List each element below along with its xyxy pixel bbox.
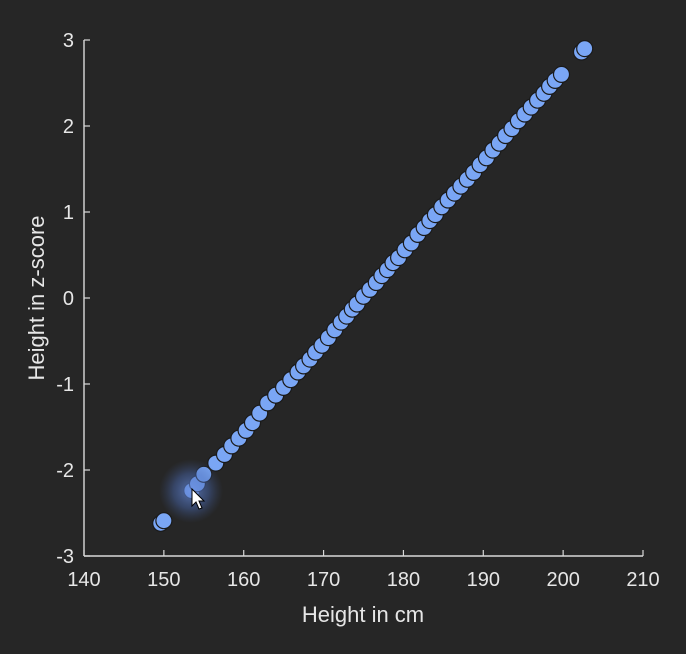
y-tick-label: 3	[63, 30, 74, 52]
y-tick-label: 1	[63, 202, 74, 224]
cursor-glow	[159, 459, 223, 523]
y-tick-label: 0	[63, 288, 74, 310]
y-tick-label: -2	[56, 460, 74, 482]
x-tick-label: 180	[387, 569, 420, 591]
x-ticks: 140 150 160 170 180 190 200 210	[67, 550, 660, 591]
y-tick-label: -3	[56, 546, 74, 568]
scatter-point	[576, 39, 594, 58]
x-tick-label: 160	[227, 569, 260, 591]
scatter-point	[552, 65, 571, 84]
y-ticks: -3 -2 -1 0 1 2 3	[56, 30, 90, 568]
y-tick-label: -1	[56, 374, 74, 396]
x-tick-label: 140	[67, 569, 100, 591]
y-axis-label: Height in z-score	[24, 215, 49, 380]
x-tick-label: 170	[307, 569, 340, 591]
cursor-highlight	[159, 459, 223, 523]
x-axis-label: Height in cm	[302, 602, 424, 627]
x-tick-label: 150	[147, 569, 180, 591]
y-tick-label: 2	[63, 116, 74, 138]
x-tick-label: 190	[467, 569, 500, 591]
x-tick-label: 200	[546, 569, 579, 591]
data-points	[152, 39, 594, 532]
scatter-point	[155, 512, 173, 530]
mouse-pointer-icon	[191, 487, 206, 510]
x-tick-label: 210	[626, 569, 659, 591]
